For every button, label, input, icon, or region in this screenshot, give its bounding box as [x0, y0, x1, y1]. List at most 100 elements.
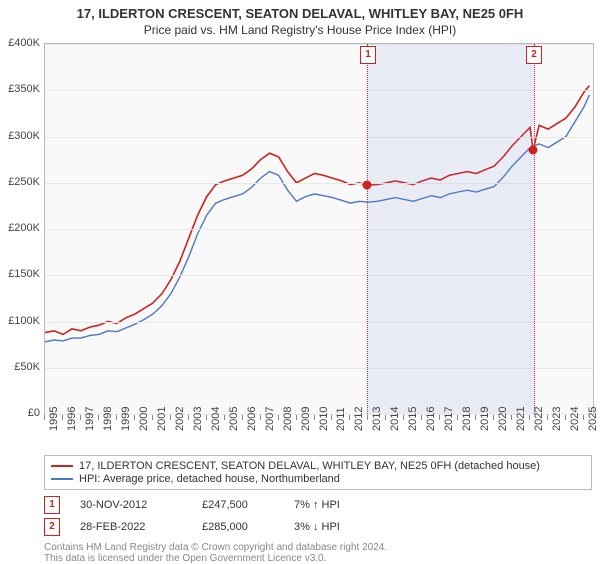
y-axis-label: £250K — [0, 176, 40, 188]
y-axis-label: £100K — [0, 315, 40, 327]
x-axis-label: 2007 — [264, 407, 276, 431]
footer-attribution: Contains HM Land Registry data © Crown c… — [44, 542, 592, 564]
x-tick — [529, 415, 530, 420]
x-axis-label: 1997 — [84, 407, 96, 431]
x-axis: 1995199619971998199920002001200220032004… — [44, 415, 592, 451]
y-axis-label: £50K — [0, 361, 40, 373]
x-tick — [242, 415, 243, 420]
y-axis-label: £200K — [0, 222, 40, 234]
x-axis-label: 2018 — [461, 407, 473, 431]
chart-title-sub: Price paid vs. HM Land Registry's House … — [0, 23, 600, 37]
x-tick — [278, 415, 279, 420]
x-axis-label: 2006 — [246, 407, 258, 431]
x-axis-label: 1995 — [48, 407, 60, 431]
x-tick — [475, 415, 476, 420]
x-axis-label: 2010 — [318, 407, 330, 431]
x-tick — [224, 415, 225, 420]
x-axis-label: 2020 — [497, 407, 509, 431]
x-axis-label: 2016 — [425, 407, 437, 431]
x-tick — [511, 415, 512, 420]
transaction-date: 28-FEB-2022 — [80, 521, 190, 533]
x-tick — [385, 415, 386, 420]
x-axis-label: 1998 — [102, 407, 114, 431]
transaction-row: 2 28-FEB-2022 £285,000 3% ↓ HPI — [44, 516, 592, 538]
x-axis-label: 2023 — [551, 407, 563, 431]
transaction-marker-1 — [362, 181, 371, 190]
x-axis-label: 2009 — [300, 407, 312, 431]
legend-item: HPI: Average price, detached house, Nort… — [51, 473, 585, 485]
x-tick — [583, 415, 584, 420]
chart-title-address: 17, ILDERTON CRESCENT, SEATON DELAVAL, W… — [0, 6, 600, 21]
legend-label: 17, ILDERTON CRESCENT, SEATON DELAVAL, W… — [79, 460, 540, 472]
x-axis-label: 2025 — [587, 407, 599, 431]
x-axis-label: 1999 — [120, 407, 132, 431]
transaction-row-flag: 1 — [44, 496, 60, 514]
transaction-date: 30-NOV-2012 — [80, 499, 190, 511]
transaction-shade-band — [367, 44, 535, 414]
x-axis-label: 2019 — [479, 407, 491, 431]
x-tick — [349, 415, 350, 420]
transaction-row: 1 30-NOV-2012 £247,500 7% ↑ HPI — [44, 494, 592, 516]
x-axis-label: 2022 — [533, 407, 545, 431]
legend-item: 17, ILDERTON CRESCENT, SEATON DELAVAL, W… — [51, 460, 585, 472]
x-axis-label: 2024 — [569, 407, 581, 431]
x-tick — [206, 415, 207, 420]
x-tick — [457, 415, 458, 420]
x-tick — [314, 415, 315, 420]
footer-line2: This data is licensed under the Open Gov… — [44, 553, 592, 564]
legend-swatch — [51, 478, 73, 480]
x-tick — [565, 415, 566, 420]
transaction-pct: 3% ↓ HPI — [294, 521, 394, 533]
transaction-price: £247,500 — [202, 499, 282, 511]
x-axis-label: 2013 — [371, 407, 383, 431]
transaction-pct: 7% ↑ HPI — [294, 499, 394, 511]
x-axis-label: 2005 — [228, 407, 240, 431]
y-axis-label: £350K — [0, 83, 40, 95]
transaction-row-flag: 2 — [44, 518, 60, 536]
x-axis-label: 2003 — [192, 407, 204, 431]
y-axis-label: £0 — [0, 407, 40, 419]
x-tick — [421, 415, 422, 420]
x-axis-label: 2015 — [407, 407, 419, 431]
x-tick — [170, 415, 171, 420]
x-axis-label: 2021 — [515, 407, 527, 431]
transaction-flag-1: 1 — [360, 46, 376, 64]
x-tick — [44, 415, 45, 420]
y-axis-label: £150K — [0, 268, 40, 280]
x-axis-label: 2011 — [335, 407, 347, 431]
x-tick — [80, 415, 81, 420]
chart-title-block: 17, ILDERTON CRESCENT, SEATON DELAVAL, W… — [0, 0, 600, 39]
x-axis-label: 2001 — [156, 407, 168, 431]
x-tick — [296, 415, 297, 420]
x-tick — [439, 415, 440, 420]
x-tick — [260, 415, 261, 420]
x-axis-label: 2004 — [210, 407, 222, 431]
x-axis-label: 2017 — [443, 407, 455, 431]
x-tick — [331, 415, 332, 420]
x-axis-label: 2008 — [282, 407, 294, 431]
x-axis-label: 1996 — [66, 407, 78, 431]
x-tick — [367, 415, 368, 420]
x-tick — [403, 415, 404, 420]
x-axis-label: 2014 — [389, 407, 401, 431]
x-axis-label: 2002 — [174, 407, 186, 431]
legend: 17, ILDERTON CRESCENT, SEATON DELAVAL, W… — [44, 455, 592, 490]
x-axis-label: 2000 — [138, 407, 150, 431]
x-tick — [134, 415, 135, 420]
legend-swatch — [51, 465, 73, 467]
x-tick — [62, 415, 63, 420]
x-tick — [98, 415, 99, 420]
x-tick — [493, 415, 494, 420]
footer-line1: Contains HM Land Registry data © Crown c… — [44, 542, 592, 553]
chart-plot-area: 12 — [44, 43, 594, 415]
x-tick — [152, 415, 153, 420]
x-tick — [188, 415, 189, 420]
x-tick — [547, 415, 548, 420]
legend-label: HPI: Average price, detached house, Nort… — [79, 473, 340, 485]
transaction-marker-2 — [528, 146, 537, 155]
x-axis-label: 2012 — [353, 407, 365, 431]
transaction-table: 1 30-NOV-2012 £247,500 7% ↑ HPI 2 28-FEB-2022… — [44, 494, 592, 538]
y-axis-label: £300K — [0, 130, 40, 142]
transaction-price: £285,000 — [202, 521, 282, 533]
transaction-flag-2: 2 — [526, 46, 542, 64]
